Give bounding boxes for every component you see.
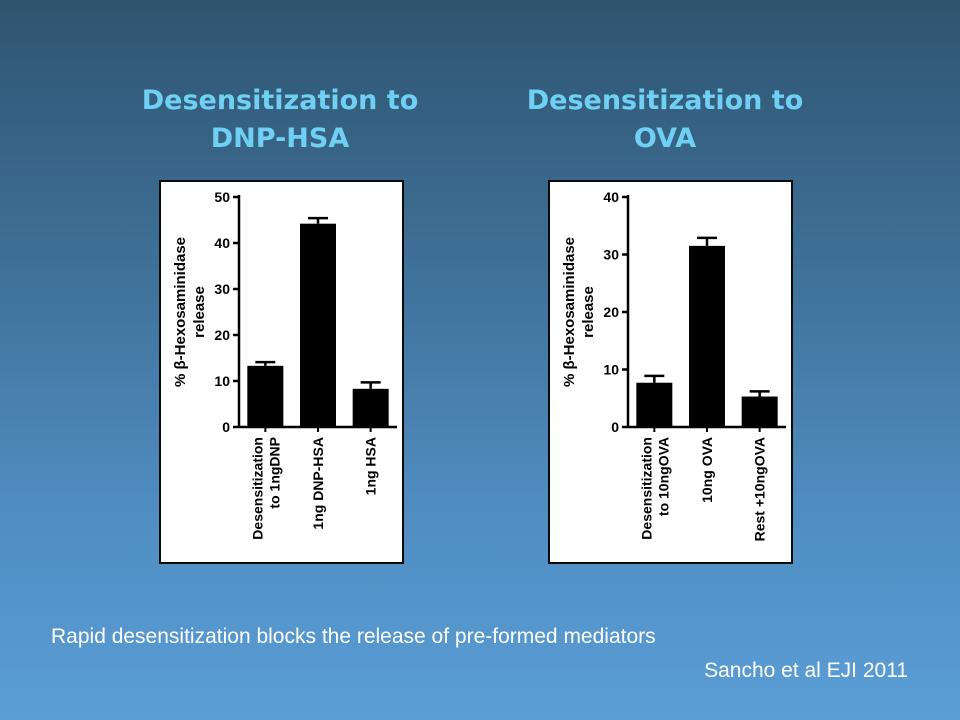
bar-chart-dnp-hsa: 0 10 20 30 40 50 % β-Hexosaminidase release Dese… xyxy=(172,189,397,540)
citation: Sancho et al EJI 2011 xyxy=(704,659,908,682)
y-tick-label: 50 xyxy=(214,189,230,205)
y-tick-label: 40 xyxy=(214,235,230,251)
bar xyxy=(300,223,336,427)
x-tick-label-line: to 1ngDNP xyxy=(266,437,282,509)
y-tick-label: 30 xyxy=(603,247,619,263)
x-tick-label: Desensitizationto 1ngDNP xyxy=(249,437,282,540)
y-tick-label: 0 xyxy=(611,419,619,435)
bar xyxy=(352,388,389,427)
y-tick-label: 20 xyxy=(214,327,230,343)
chart-title-ova: Desensitization to OVA xyxy=(526,85,804,154)
bar-chart-ova: 0 10 20 30 40 % β-Hexosaminidase release Desens… xyxy=(561,189,786,541)
x-tick-label-line: Desensitization xyxy=(249,437,265,540)
x-tick-label: 10ng OVA xyxy=(699,437,715,503)
bar xyxy=(741,396,778,427)
x-tick-label-line: 10ng OVA xyxy=(699,437,715,503)
y-axis-label: % β-Hexosaminidase release xyxy=(561,237,597,387)
y-axis-label-line: release xyxy=(191,286,208,338)
x-tick-label-line: Rest +10ngOVA xyxy=(752,437,768,541)
chart-panel-ova: 0 10 20 30 40 % β-Hexosaminidase release Desens… xyxy=(548,180,793,564)
bar xyxy=(636,382,673,427)
x-tick-label: 1ng DNP-HSA xyxy=(310,437,326,530)
y-axis-label: % β-Hexosaminidase release xyxy=(172,237,208,387)
y-tick-label: 0 xyxy=(222,419,230,435)
y-tick-label: 10 xyxy=(603,362,619,378)
y-tick-label: 30 xyxy=(214,281,230,297)
x-tick-label: 1ng HSA xyxy=(363,437,379,495)
y-axis-label-line: release xyxy=(580,286,597,338)
y-tick-label: 40 xyxy=(603,189,619,205)
y-axis-label-line: % β-Hexosaminidase xyxy=(561,237,578,387)
x-tick-label-line: 1ng DNP-HSA xyxy=(310,437,326,530)
bar xyxy=(689,245,725,427)
x-tick-label-line: to 10ngOVA xyxy=(655,437,671,516)
y-tick-label: 20 xyxy=(603,304,619,320)
y-axis-label-line: % β-Hexosaminidase xyxy=(172,237,189,387)
chart-title-dnp-hsa: Desensitization to DNP-HSA xyxy=(141,85,419,154)
x-tick-label: Rest +10ngOVA xyxy=(752,437,768,541)
x-tick-label-line: 1ng HSA xyxy=(363,437,379,495)
x-tick-label-line: Desensitization xyxy=(638,437,654,540)
bar xyxy=(247,365,284,427)
slide-caption: Rapid desensitization blocks the release… xyxy=(51,625,656,648)
y-tick-label: 10 xyxy=(214,373,230,389)
chart-panel-dnp-hsa: 0 10 20 30 40 50 % β-Hexosaminidase release Dese… xyxy=(159,180,404,564)
x-tick-label: Desensitizationto 10ngOVA xyxy=(638,437,671,540)
